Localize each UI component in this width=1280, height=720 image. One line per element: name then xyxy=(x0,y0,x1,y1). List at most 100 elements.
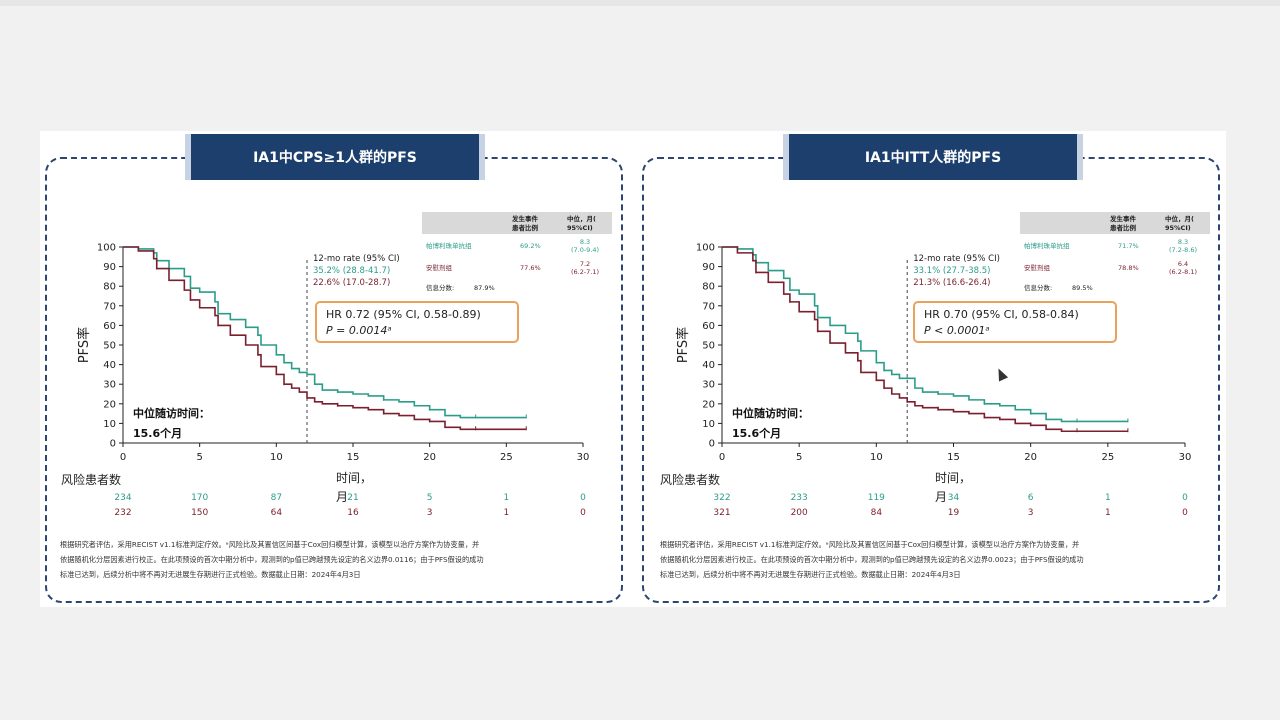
x-tick-label: 20 xyxy=(423,452,436,463)
legend-col1-header-2: 患者比例 xyxy=(512,223,539,232)
y-tick-label: 0 xyxy=(709,439,715,450)
rate-pembro: 33.1% (27.7-38.5) xyxy=(913,266,990,276)
rate-placebo: 22.6% (17.0-28.7) xyxy=(313,278,390,288)
rate-placebo: 21.3% (16.6-26.4) xyxy=(913,278,990,288)
x-tick-label: 0 xyxy=(719,452,725,463)
footnote-line: 标准已达到，后续分析中将不再对无进展生存期进行正式检验。数据截止日期：2024年… xyxy=(660,570,961,579)
risk-pembro-value: 87 xyxy=(271,493,282,503)
y-tick-label: 80 xyxy=(103,282,116,293)
y-tick-label: 30 xyxy=(103,380,116,391)
hr-text: HR 0.72 (95% CI, 0.58-0.89) xyxy=(326,308,481,321)
hr-box xyxy=(913,301,1117,343)
y-tick-label: 10 xyxy=(702,419,715,430)
y-tick-label: 70 xyxy=(702,301,715,312)
risk-pembro-value: 0 xyxy=(580,493,586,503)
x-tick-label: 30 xyxy=(1179,452,1192,463)
footnote-line: 依据随机化分层因素进行校正。在此项预设的首次中期分析中，观测到的p值已跨越预先设… xyxy=(60,555,484,564)
risk-pembro-value: 5 xyxy=(427,493,433,503)
risk-table-label: 风险患者数 xyxy=(660,472,720,487)
legend-row-ci: (6.2-7.1) xyxy=(571,268,599,276)
legend-row-name: 帕博利珠单抗组 xyxy=(426,241,472,250)
x-axis-label-unit: 月 xyxy=(935,490,947,504)
y-tick-label: 20 xyxy=(702,399,715,410)
risk-pembro-value: 322 xyxy=(713,493,730,503)
risk-placebo-value: 3 xyxy=(1028,508,1034,518)
legend-header-bg xyxy=(422,212,612,234)
y-tick-label: 100 xyxy=(696,243,715,254)
legend-col2-header: 中位，月( xyxy=(567,214,596,223)
legend-row-ci: (7.0-9.4) xyxy=(571,246,599,254)
x-axis-label: 时间， xyxy=(935,471,971,485)
legend-row-median: 7.2 xyxy=(580,260,590,268)
risk-pembro-value: 1 xyxy=(503,493,509,503)
risk-pembro-value: 119 xyxy=(868,493,885,503)
followup-label: 中位随访时间： xyxy=(732,406,809,420)
y-tick-label: 50 xyxy=(103,341,116,352)
risk-placebo-value: 321 xyxy=(713,508,730,518)
risk-pembro-value: 6 xyxy=(1028,493,1034,503)
risk-placebo-value: 1 xyxy=(1105,508,1111,518)
x-tick-label: 0 xyxy=(120,452,126,463)
rate-pembro: 35.2% (28.8-41.7) xyxy=(313,266,390,276)
legend-row-name: 安慰剂组 xyxy=(426,263,453,272)
followup-value: 15.6个月 xyxy=(133,426,182,440)
y-tick-label: 0 xyxy=(110,439,116,450)
footnote-line: 根据研究者评估，采用RECIST v1.1标准判定疗效。ᵃ风险比及其置信区间基于… xyxy=(660,540,1080,549)
y-axis-label: PFS率 xyxy=(675,327,691,363)
followup-label: 中位随访时间： xyxy=(133,406,210,420)
chart-title: IA1中CPS≥1人群的PFS xyxy=(253,150,417,166)
chart-title: IA1中ITT人群的PFS xyxy=(864,150,1002,166)
y-tick-label: 50 xyxy=(702,341,715,352)
legend-col1-header: 发生事件 xyxy=(511,214,539,223)
risk-pembro-value: 234 xyxy=(114,493,131,503)
x-tick-label: 20 xyxy=(1024,452,1037,463)
x-tick-label: 5 xyxy=(196,452,202,463)
risk-placebo-value: 64 xyxy=(271,508,283,518)
risk-placebo-value: 232 xyxy=(114,508,131,518)
x-tick-label: 15 xyxy=(347,452,360,463)
legend-row-pct: 71.7% xyxy=(1118,242,1139,250)
top-bar xyxy=(0,0,1280,6)
y-axis-label: PFS率 xyxy=(76,327,92,363)
risk-placebo-value: 200 xyxy=(791,508,808,518)
title-tab-itt: IA1中ITT人群的PFS xyxy=(783,134,1083,180)
legend-row-pct: 77.6% xyxy=(520,264,541,272)
y-tick-label: 10 xyxy=(103,419,116,430)
risk-placebo-value: 19 xyxy=(948,508,960,518)
legend-col2-header: 中位，月( xyxy=(1165,214,1194,223)
footnote-line: 根据研究者评估，采用RECIST v1.1标准判定疗效。ᵃ风险比及其置信区间基于… xyxy=(60,540,480,549)
rate-header: 12-mo rate (95% CI) xyxy=(313,254,400,264)
legend-row-median: 6.4 xyxy=(1178,260,1188,268)
followup-value: 15.6个月 xyxy=(732,426,781,440)
x-tick-label: 25 xyxy=(500,452,513,463)
legend-info-label: 信息分数: xyxy=(426,283,454,292)
series-pembro-line xyxy=(123,246,527,419)
series-placebo-line xyxy=(123,246,527,431)
x-tick-label: 15 xyxy=(947,452,960,463)
legend-header-bg xyxy=(1020,212,1210,234)
y-tick-label: 80 xyxy=(702,282,715,293)
title-tab-cps: IA1中CPS≥1人群的PFS xyxy=(185,134,485,180)
x-axis-label-unit: 月 xyxy=(336,490,348,504)
risk-placebo-value: 84 xyxy=(871,508,883,518)
rate-header: 12-mo rate (95% CI) xyxy=(913,254,1000,264)
risk-placebo-value: 16 xyxy=(347,508,359,518)
legend-row-median: 8.3 xyxy=(580,238,590,246)
risk-pembro-value: 1 xyxy=(1105,493,1111,503)
series-pembro-line xyxy=(722,246,1128,423)
legend-col2-header-2: 95%CI) xyxy=(1165,224,1191,232)
legend-row-name: 帕博利珠单抗组 xyxy=(1024,241,1070,250)
hr-text: HR 0.70 (95% CI, 0.58-0.84) xyxy=(924,308,1079,321)
legend-row-median: 8.3 xyxy=(1178,238,1188,246)
risk-placebo-value: 150 xyxy=(191,508,208,518)
risk-pembro-value: 233 xyxy=(791,493,808,503)
y-tick-label: 30 xyxy=(702,380,715,391)
y-tick-label: 90 xyxy=(103,262,116,273)
x-tick-label: 5 xyxy=(796,452,802,463)
y-tick-label: 60 xyxy=(702,321,715,332)
x-tick-label: 30 xyxy=(577,452,590,463)
y-tick-label: 70 xyxy=(103,301,116,312)
footnote-line: 依据随机化分层因素进行校正。在此项预设的首次中期分析中，观测到的p值已跨越预先设… xyxy=(660,555,1084,564)
legend-row-ci: (6.2-8.1) xyxy=(1169,268,1197,276)
legend-row-pct: 69.2% xyxy=(520,242,541,250)
